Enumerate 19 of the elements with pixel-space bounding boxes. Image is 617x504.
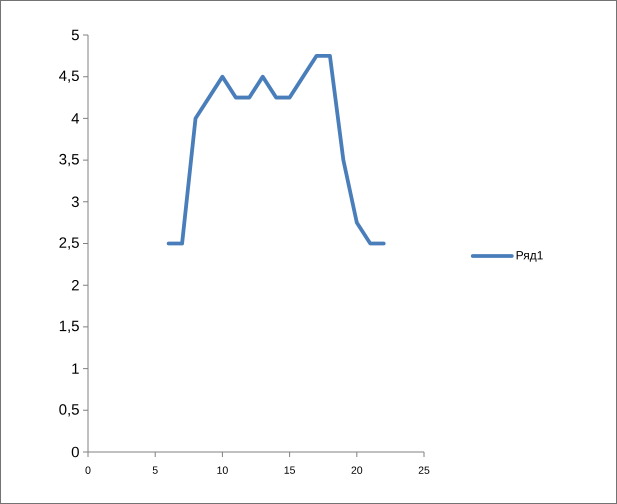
x-tick-label: 0 xyxy=(86,466,91,474)
y-tick-label: 5 xyxy=(72,30,79,40)
y-tick-label: 3 xyxy=(72,196,79,208)
x-tick-label: 5 xyxy=(152,466,158,474)
line-series xyxy=(166,54,386,246)
legend-label: Ряд1 xyxy=(516,251,543,262)
x-tick-label: 10 xyxy=(217,466,228,474)
x-tick-label: 20 xyxy=(352,466,362,474)
y-tick-label: 0 xyxy=(72,446,79,458)
y-tick-label: 2,5 xyxy=(59,237,79,250)
y-tick-label: 4,5 xyxy=(59,70,79,83)
x-tick-label: 25 xyxy=(418,466,430,474)
y-tick-label: 0,5 xyxy=(59,404,79,416)
y-tick-label: 1 xyxy=(72,363,79,374)
x-tick-label: 15 xyxy=(284,466,295,474)
y-tick-label: 1,5 xyxy=(60,320,79,333)
y-tick-label: 3,5 xyxy=(59,154,79,166)
y-tick-label: 2 xyxy=(72,280,79,290)
y-tick-label: 4 xyxy=(72,113,80,124)
